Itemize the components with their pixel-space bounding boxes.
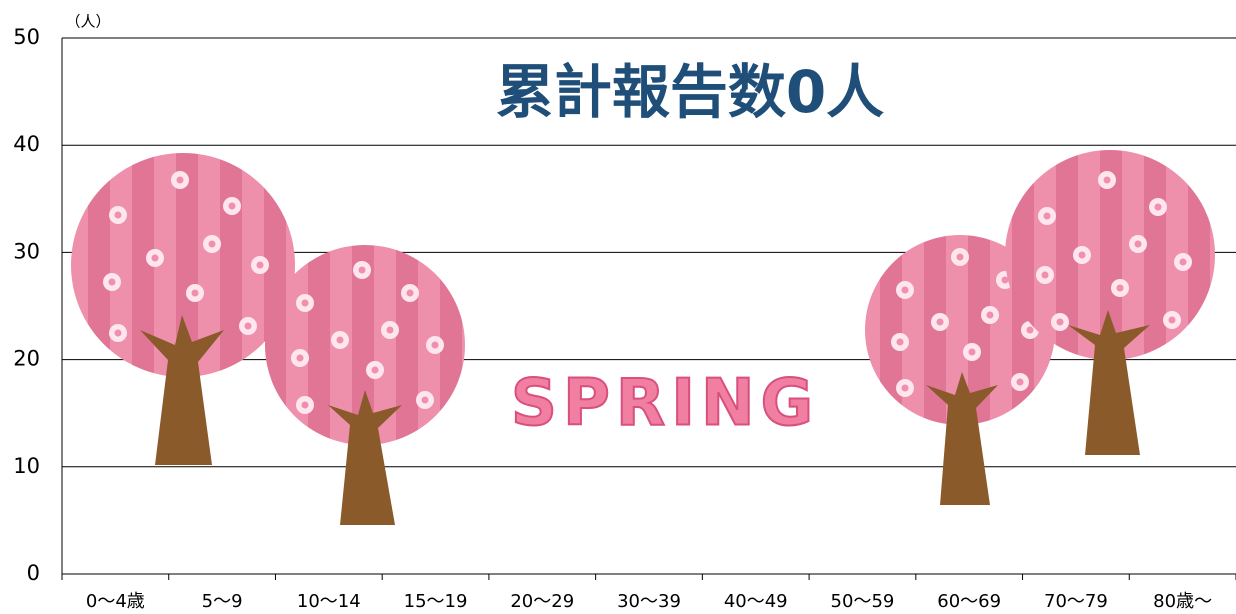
tree xyxy=(265,245,465,525)
x-tick-label: 5～9 xyxy=(202,591,243,612)
y-tick-label: 0 xyxy=(27,561,40,585)
x-tick-label: 60～69 xyxy=(937,591,1001,612)
x-tick-label: 80歳～ xyxy=(1153,591,1212,612)
annotation: SPRING xyxy=(511,367,819,441)
y-axis-label: （人） xyxy=(65,13,110,31)
tree xyxy=(1005,150,1215,455)
y-tick-label: 30 xyxy=(13,239,40,263)
x-tick-label: 0～4歳 xyxy=(86,591,145,612)
y-tick-label: 20 xyxy=(13,347,40,371)
chart-title: 累計報告数0人 xyxy=(496,58,884,126)
x-tick-label: 30～39 xyxy=(617,591,681,612)
y-tick-label: 40 xyxy=(13,132,40,156)
x-tick-label: 20～29 xyxy=(510,591,574,612)
x-tick-label: 40～49 xyxy=(724,591,788,612)
x-tick-label: 50～59 xyxy=(831,591,895,612)
x-tick-label: 70～79 xyxy=(1044,591,1108,612)
x-tick-label: 10～14 xyxy=(297,591,361,612)
tree xyxy=(865,235,1055,505)
x-tick-label: 15～19 xyxy=(404,591,468,612)
tree xyxy=(71,153,295,465)
y-tick-label: 50 xyxy=(13,25,40,49)
decoration: SPRING xyxy=(71,150,1215,525)
y-tick-label: 10 xyxy=(13,454,40,478)
